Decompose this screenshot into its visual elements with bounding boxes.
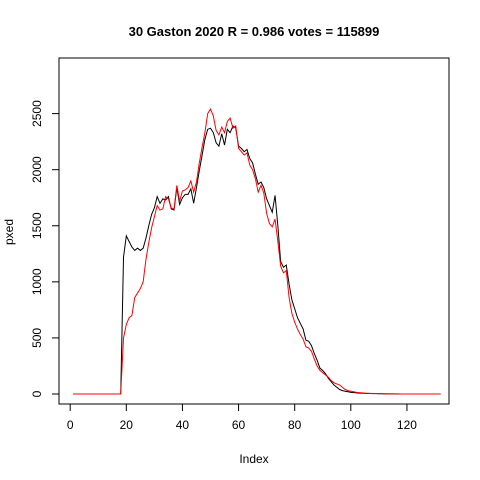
y-tick-label: 2000 — [30, 156, 44, 183]
y-tick-label: 2500 — [30, 100, 44, 127]
y-tick-label: 1000 — [30, 268, 44, 295]
x-axis-label: Index — [239, 452, 268, 466]
series-layer — [73, 108, 441, 395]
x-tick-label: 60 — [232, 418, 246, 432]
y-axis-label: pxed — [2, 219, 16, 245]
chart-title: 30 Gaston 2020 R = 0.986 votes = 115899 — [129, 24, 380, 39]
x-axis: 0 20 40 60 80 100 120 — [67, 403, 417, 432]
x-tick-label: 120 — [397, 418, 417, 432]
x-tick-label: 80 — [288, 418, 302, 432]
series-line-1 — [73, 125, 441, 395]
x-tick-label: 0 — [67, 418, 74, 432]
y-tick-label: 0 — [30, 390, 44, 397]
y-tick-label: 500 — [30, 328, 44, 348]
series-line-2 — [73, 108, 441, 395]
y-tick-label: 1500 — [30, 212, 44, 239]
x-tick-label: 100 — [341, 418, 361, 432]
x-tick-label: 20 — [120, 418, 134, 432]
y-axis: 0 500 1000 1500 2000 2500 — [30, 100, 60, 397]
x-tick-label: 40 — [176, 418, 190, 432]
plot-frame — [58, 57, 450, 405]
